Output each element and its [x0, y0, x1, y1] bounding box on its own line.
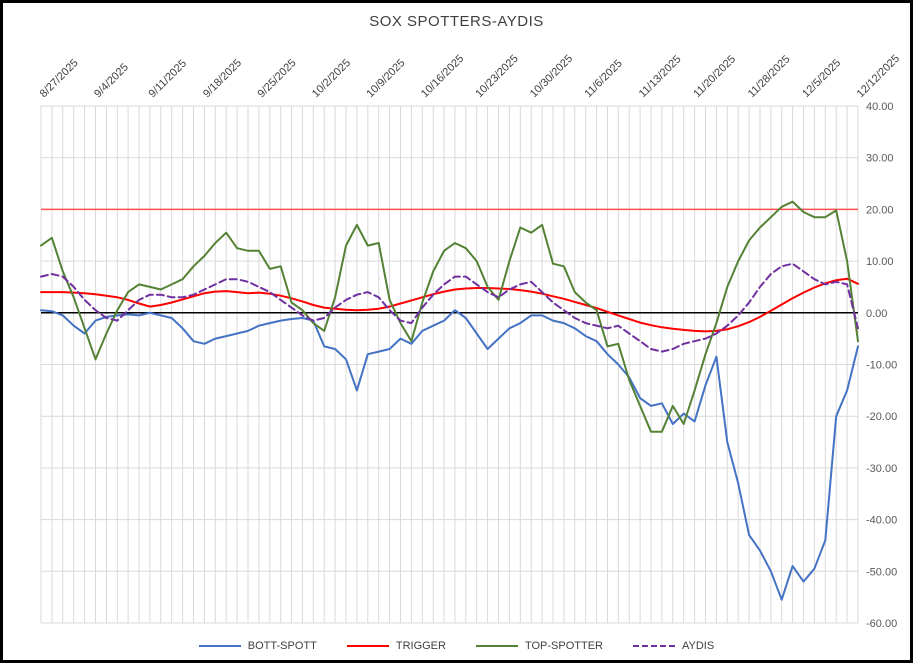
x-tick-label: 10/9/2025 — [364, 57, 407, 100]
x-tick-label: 10/16/2025 — [419, 53, 466, 100]
legend-label: TOP-SPOTTER — [524, 640, 603, 652]
chart-title: SOX SPOTTERS-AYDIS — [369, 13, 544, 30]
x-tick-label: 11/6/2025 — [582, 58, 625, 101]
x-tick-label: 10/23/2025 — [473, 53, 520, 100]
x-tick-label: 9/11/2025 — [147, 58, 190, 101]
plot-area: 40.00 30.00 20.00 10.00 0.00 -10.00 -20.00 -30.… — [38, 53, 902, 630]
y-tick-label: 10.00 — [866, 256, 894, 268]
y-tick-label: -50.00 — [866, 566, 897, 578]
x-tick-label: 9/18/2025 — [201, 57, 244, 100]
y-tick-label: -60.00 — [866, 618, 897, 630]
legend-swatch-trigger — [346, 645, 389, 647]
x-tick-label: 9/4/2025 — [92, 61, 131, 100]
x-tick-label: 11/20/2025 — [691, 53, 738, 100]
series-line-bott-spott — [40, 309, 859, 601]
legend-item-top-spotter[interactable]: TOP-SPOTTER — [475, 640, 603, 652]
x-tick-label: 8/27/2025 — [38, 57, 81, 100]
gridlines — [40, 105, 859, 624]
series-line-trigger — [40, 277, 859, 333]
x-tick-label: 12/5/2025 — [800, 57, 843, 100]
legend-swatch-bott-spott — [198, 645, 241, 647]
y-tick-label: -30.00 — [866, 463, 897, 475]
series-line-top-spotter — [40, 200, 859, 433]
legend-swatch-aydis — [633, 645, 675, 647]
x-axis-labels: 8/27/2025 9/4/2025 9/11/2025 9/18/2025 9/25/… — [38, 53, 902, 100]
legend-label: TRIGGER — [395, 640, 446, 652]
series-line-aydis — [40, 262, 859, 353]
x-tick-label: 10/30/2025 — [528, 53, 575, 100]
x-tick-label: 9/25/2025 — [256, 57, 299, 100]
y-tick-label: -20.00 — [866, 411, 897, 423]
y-tick-label: 30.00 — [866, 153, 894, 165]
legend-swatch-top-spotter — [475, 645, 518, 647]
y-tick-label: -10.00 — [866, 360, 897, 372]
y-tick-label: -40.00 — [866, 515, 897, 527]
legend-label: AYDIS — [682, 640, 715, 652]
legend-item-aydis[interactable]: AYDIS — [633, 640, 714, 652]
x-tick-label: 10/2/2025 — [310, 57, 353, 100]
y-axis-labels: 40.00 30.00 20.00 10.00 0.00 -10.00 -20.00 -30.… — [866, 101, 897, 630]
legend-label: BOTT-SPOTT — [247, 640, 317, 652]
y-tick-label: 20.00 — [866, 204, 894, 216]
legend: BOTT-SPOTT TRIGGER TOP-SPOTTER AYDIS — [3, 640, 910, 652]
x-tick-label: 11/28/2025 — [746, 53, 793, 100]
y-tick-label: 40.00 — [866, 101, 894, 113]
x-tick-label: 12/12/2025 — [855, 53, 902, 100]
legend-item-trigger[interactable]: TRIGGER — [346, 640, 446, 652]
y-tick-label: 0.00 — [866, 308, 887, 320]
series-lines — [40, 200, 859, 601]
legend-item-bott-spott[interactable]: BOTT-SPOTT — [198, 640, 317, 652]
x-tick-label: 11/13/2025 — [637, 53, 684, 100]
